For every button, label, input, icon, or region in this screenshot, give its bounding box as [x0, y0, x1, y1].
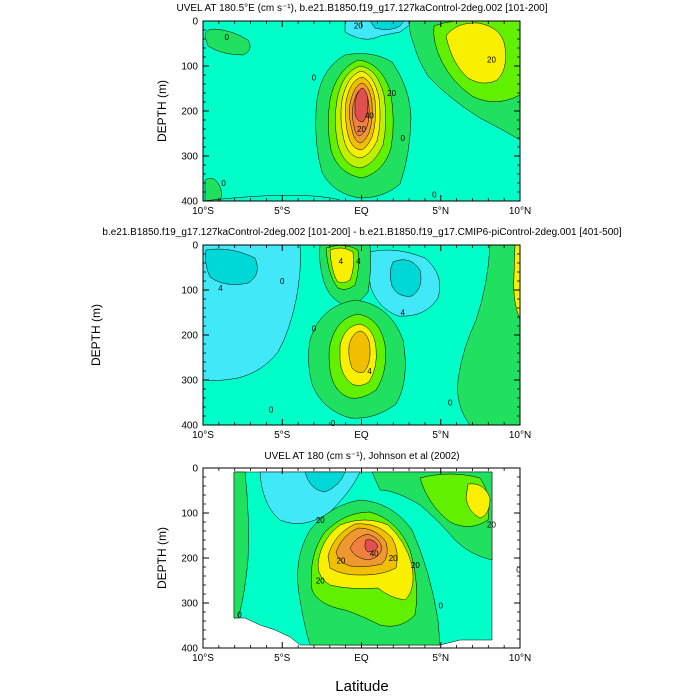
x-tick-label: 10°S	[192, 206, 214, 217]
contour-label: 0	[439, 601, 444, 610]
y-tick-label: 200	[181, 107, 198, 118]
contour-label: 4	[339, 257, 344, 266]
y-tick-label: 200	[181, 554, 198, 565]
x-tick-label: 5°S	[274, 430, 291, 441]
contour-label: 4	[218, 284, 223, 293]
contour-label: 20	[487, 55, 496, 64]
x-tick-label: 10°N	[509, 430, 531, 441]
contour-label: 20	[389, 554, 398, 563]
y-tick-label: 300	[181, 376, 198, 387]
contour-label: 0	[516, 565, 521, 574]
panel-2-surface-positive-core	[329, 247, 354, 283]
contour-label: 0	[448, 399, 453, 408]
contour-label: 40	[365, 112, 374, 121]
x-tick-label: 10°S	[192, 430, 214, 441]
contour-label: 20	[354, 22, 363, 31]
panel-3-west-edge-positive	[233, 471, 249, 619]
contour-label: 20	[387, 89, 396, 98]
panel-2-north-negative-core	[390, 259, 422, 297]
contour-label: 0	[400, 134, 405, 143]
y-tick-label: 100	[181, 509, 198, 520]
panel-1-ylabel: DEPTH (m)	[155, 80, 169, 142]
y-tick-label: 0	[192, 17, 198, 28]
contour-label: 4	[367, 367, 372, 376]
panel-2-field	[203, 245, 520, 425]
contour-label: 0	[221, 179, 226, 188]
panel-3-title: UVEL AT 180 (cm s⁻¹), Johnson et al (200…	[264, 451, 459, 462]
x-tick-label: 10°N	[509, 206, 531, 217]
panel-2-euc-positive-core	[348, 330, 371, 373]
panel-2-east-positive-band	[457, 245, 520, 425]
x-tick-label: 10°N	[509, 653, 531, 664]
contour-label: 0	[331, 419, 336, 428]
y-tick-label: 400	[181, 197, 198, 208]
panel-1-west-eastward-patch	[204, 28, 251, 56]
panel-1-deep-southwest-patch	[204, 177, 222, 201]
panel-1-euc-core	[354, 87, 369, 123]
contour-label: 4	[400, 309, 405, 318]
x-tick-label: 5°N	[432, 206, 449, 217]
contour-label: 0	[280, 277, 285, 286]
x-tick-label: EQ	[354, 430, 369, 441]
contour-label: 20	[411, 561, 420, 570]
x-tick-label: 5°S	[274, 653, 291, 664]
panel-3-field	[233, 471, 493, 646]
panel-3-north-positive-core	[465, 483, 491, 519]
contour-label: 20	[316, 516, 325, 525]
y-tick-label: 0	[192, 464, 198, 475]
contour-label: 0	[312, 324, 317, 333]
contour-label: 4	[356, 257, 361, 266]
contour-label: 20	[357, 125, 366, 134]
x-tick-label: 10°S	[192, 653, 214, 664]
y-tick-label: 400	[181, 644, 198, 655]
shared-ylabel: DEPTH (m)	[89, 304, 103, 366]
y-tick-label: 400	[181, 421, 198, 432]
x-tick-label: EQ	[354, 206, 369, 217]
panel-3-ylabel: DEPTH (m)	[155, 527, 169, 589]
panel-3-surface-negative-core	[304, 471, 346, 493]
x-tick-label: 5°N	[432, 430, 449, 441]
panel-1-title: UVEL AT 180.5°E (cm s⁻¹), b.e21.B1850.f1…	[177, 3, 548, 14]
figure-xlabel: Latitude	[335, 678, 388, 695]
contour-label: 0	[237, 610, 242, 619]
panel-3-contour-labels: 20 20 20 40 20 20 0 20 0 0	[237, 516, 521, 620]
contour-label: 40	[370, 550, 379, 559]
panel-1-surface-westward-core	[369, 21, 405, 30]
x-tick-label: 5°S	[274, 206, 291, 217]
y-tick-label: 200	[181, 331, 198, 342]
panel-2-west-negative-core	[205, 248, 258, 285]
x-tick-label: EQ	[354, 653, 369, 664]
panel-1-north-undercurrent-core	[445, 22, 506, 84]
contour-label: 0	[432, 190, 437, 199]
x-tick-label: 5°N	[432, 653, 449, 664]
contour-label: 0	[269, 405, 274, 414]
contour-label: 20	[487, 520, 496, 529]
contour-label: 20	[316, 577, 325, 586]
y-tick-label: 300	[181, 599, 198, 610]
panel-1-zero-contour-deep	[203, 195, 341, 201]
contour-label: 0	[312, 73, 317, 82]
contour-label: 20	[336, 556, 345, 565]
contour-label: 0	[225, 33, 230, 42]
panel-1-contour-labels: 20 0 20 0 20 40 20 0 0 0	[221, 22, 496, 200]
panel-1-field	[203, 21, 520, 201]
panel-2-contour-labels: 4 4 4 4 0 0 4 0 0 0	[218, 257, 453, 428]
panel-2-title: b.e21.B1850.f19_g17.127kaControl-2deg.00…	[102, 227, 621, 238]
panel-3-euc-core	[364, 539, 379, 553]
y-tick-label: 300	[181, 152, 198, 163]
y-tick-label: 100	[181, 62, 198, 73]
y-tick-label: 100	[181, 286, 198, 297]
y-tick-label: 0	[192, 241, 198, 252]
